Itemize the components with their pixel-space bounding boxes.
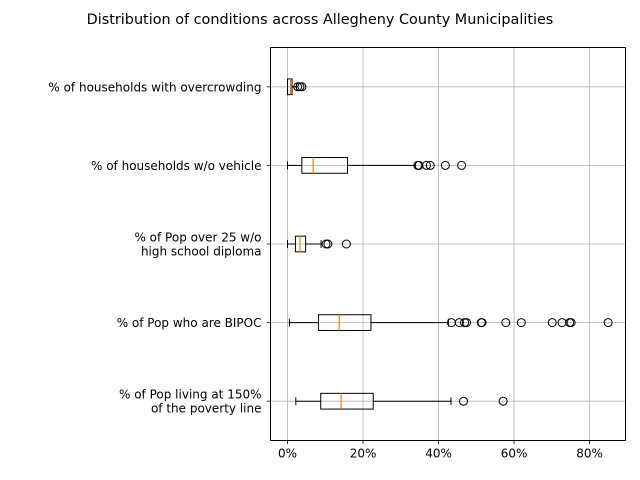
outlier-point <box>454 318 464 328</box>
outlier-point <box>547 318 557 328</box>
iqr-box <box>320 392 374 410</box>
outlier-point <box>457 160 467 170</box>
outlier-point <box>440 160 450 170</box>
outlier-point <box>323 239 333 249</box>
plot-frame <box>270 47 626 441</box>
y-tick-label: % of households with overcrowding <box>48 80 261 94</box>
box-plot-group <box>286 157 467 174</box>
outlier-point <box>458 396 468 406</box>
x-tick-label: 60% <box>501 447 528 461</box>
outlier-point <box>293 82 303 92</box>
x-tick-label: 0% <box>278 447 297 461</box>
box-plot-group <box>288 314 613 331</box>
y-tick-label: % of Pop who are BIPOC <box>117 316 262 330</box>
outlier-point <box>421 160 431 170</box>
outlier-point <box>341 239 351 249</box>
outlier-point <box>425 160 435 170</box>
outlier-point <box>498 396 508 406</box>
outlier-point <box>566 318 576 328</box>
y-tick-label: % of households w/o vehicle <box>91 159 262 173</box>
y-tick-label: % of Pop living at 150% of the poverty li… <box>119 388 262 416</box>
outlier-point <box>516 318 526 328</box>
box-plot-group <box>286 78 307 96</box>
box-plot-group <box>295 392 508 410</box>
x-tick-label: 80% <box>576 447 603 461</box>
axes: 0% 20% 40% 60% 80% % of Pop living at 150% of … <box>48 80 603 460</box>
outlier-point <box>477 318 487 328</box>
outlier-point <box>501 318 511 328</box>
box-plots <box>286 78 613 410</box>
box-plot-group <box>286 235 351 253</box>
iqr-box <box>317 314 372 331</box>
outlier-point <box>462 318 472 328</box>
iqr-box <box>286 78 293 96</box>
iqr-box <box>301 157 349 174</box>
y-tick-label: % of Pop over 25 w/o high school diploma <box>134 231 261 259</box>
chart-title: Distribution of conditions across Allegh… <box>87 12 554 28</box>
x-tick-label: 20% <box>350 447 377 461</box>
outlier-point <box>297 82 307 92</box>
x-tick-label: 40% <box>425 447 452 461</box>
outlier-point <box>603 318 613 328</box>
